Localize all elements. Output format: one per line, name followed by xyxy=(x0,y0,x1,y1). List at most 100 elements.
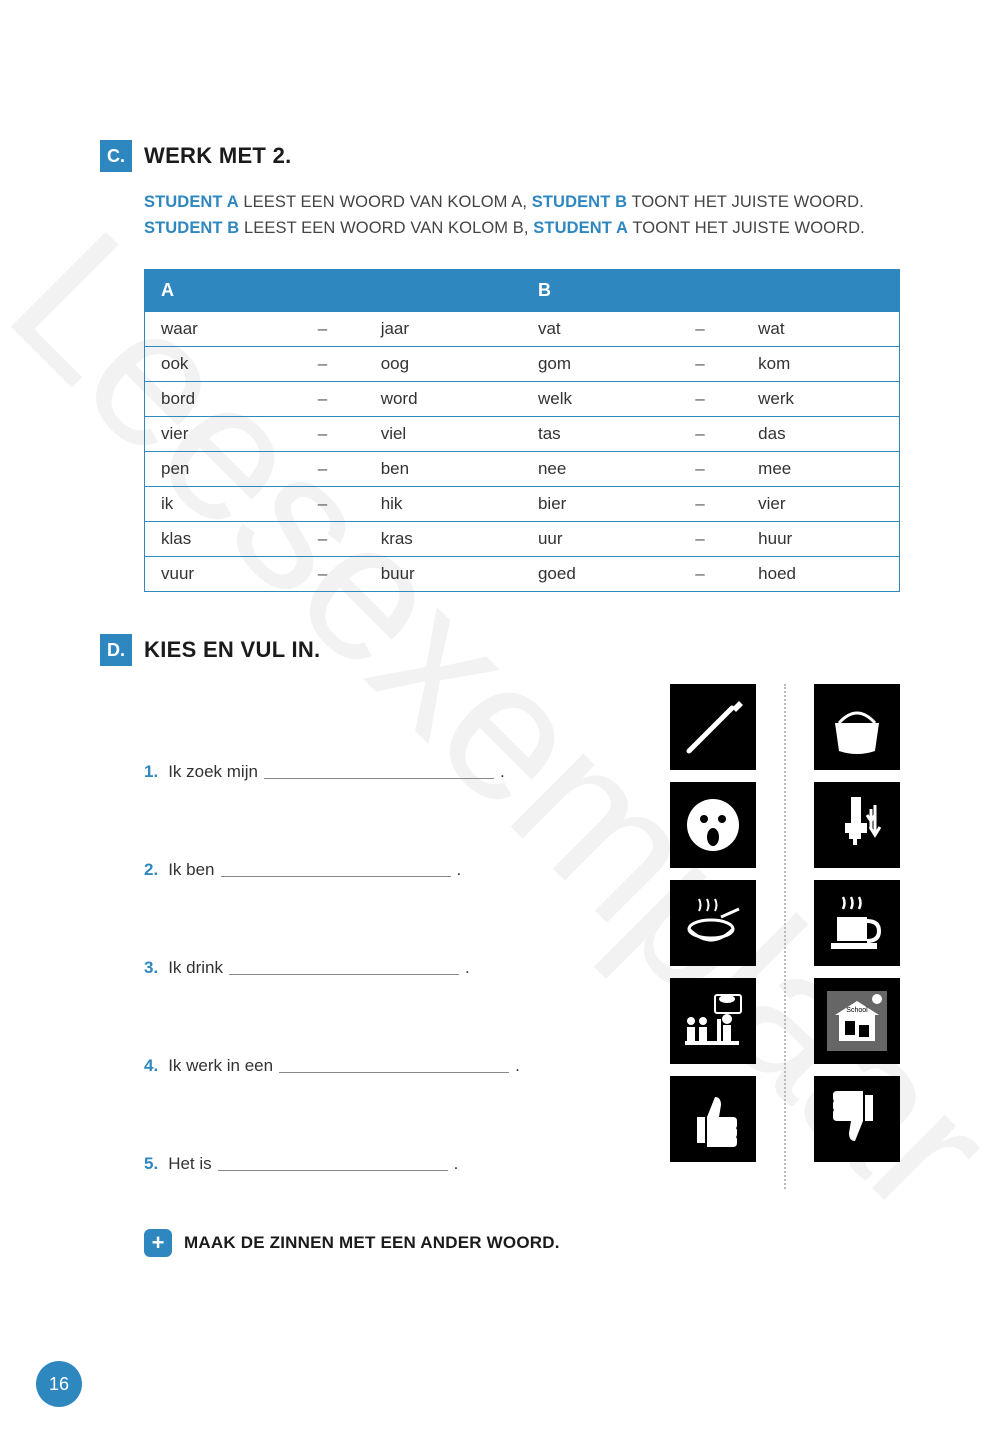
table-row: ik–hikbier–vier xyxy=(145,487,900,522)
coffee-icon xyxy=(814,880,900,966)
item-text-pre: Ik drink xyxy=(168,958,223,978)
word-cell: kom xyxy=(742,347,899,382)
dash-cell: – xyxy=(679,452,742,487)
table-header-b: B xyxy=(522,270,900,312)
word-cell: hik xyxy=(365,487,522,522)
svg-text:School: School xyxy=(846,1007,868,1014)
word-cell: goed xyxy=(522,557,679,592)
word-cell: vat xyxy=(522,312,679,347)
fill-in-row: 4. Ik werk in een. xyxy=(144,978,642,1076)
word-cell: vuur xyxy=(145,557,302,592)
icon-column-left xyxy=(670,684,756,1162)
plus-instruction-text: MAAK DE ZINNEN MET EEN ANDER WOORD. xyxy=(184,1233,560,1253)
dash-cell: – xyxy=(679,557,742,592)
table-row: klas–krasuur–huur xyxy=(145,522,900,557)
dash-cell: – xyxy=(679,522,742,557)
blank-line[interactable] xyxy=(279,1055,509,1073)
blank-line[interactable] xyxy=(221,859,451,877)
fill-in-row: 5. Het is. xyxy=(144,1076,642,1174)
word-cell: wat xyxy=(742,312,899,347)
item-text-pre: Ik ben xyxy=(168,860,214,880)
word-cell: viel xyxy=(365,417,522,452)
plus-instruction-row: + MAAK DE ZINNEN MET EEN ANDER WOORD. xyxy=(144,1229,900,1257)
section-c-letter-badge: C. xyxy=(100,140,132,172)
word-cell: das xyxy=(742,417,899,452)
word-cell: waar xyxy=(145,312,302,347)
dash-cell: – xyxy=(302,522,365,557)
dash-cell: – xyxy=(679,487,742,522)
fill-in-row: 1. Ik zoek mijn. xyxy=(144,684,642,782)
word-cell: tas xyxy=(522,417,679,452)
blank-line[interactable] xyxy=(264,761,494,779)
thumb-down-icon xyxy=(814,1076,900,1162)
word-cell: oog xyxy=(365,347,522,382)
hand-point-down-icon xyxy=(814,782,900,868)
word-cell: ook xyxy=(145,347,302,382)
handbag-icon xyxy=(814,684,900,770)
word-cell: uur xyxy=(522,522,679,557)
word-cell: pen xyxy=(145,452,302,487)
word-cell: buur xyxy=(365,557,522,592)
word-cell: mee xyxy=(742,452,899,487)
word-cell: nee xyxy=(522,452,679,487)
blank-line[interactable] xyxy=(218,1153,448,1171)
instruction-text: TOONT HET JUISTE WOORD. xyxy=(627,193,864,211)
instruction-bold: STUDENT A xyxy=(533,219,628,237)
item-text-post: . xyxy=(500,762,505,782)
word-cell: werk xyxy=(742,382,899,417)
word-cell: gom xyxy=(522,347,679,382)
word-cell: hoed xyxy=(742,557,899,592)
word-cell: ben xyxy=(365,452,522,487)
section-c-instructions: STUDENT A LEEST EEN WOORD VAN KOLOM A, S… xyxy=(144,190,900,241)
section-c-title: WERK MET 2. xyxy=(144,143,292,169)
table-row: waar–jaarvat–wat xyxy=(145,312,900,347)
thumb-up-icon xyxy=(670,1076,756,1162)
instruction-bold: STUDENT B xyxy=(532,193,627,211)
item-number: 1. xyxy=(144,762,158,782)
plus-icon: + xyxy=(144,1229,172,1257)
section-d-letter-badge: D. xyxy=(100,634,132,666)
table-row: pen–bennee–mee xyxy=(145,452,900,487)
dash-cell: – xyxy=(679,417,742,452)
instruction-bold: STUDENT B xyxy=(144,219,239,237)
section-d-header: D. KIES EN VUL IN. xyxy=(100,634,900,666)
word-cell: jaar xyxy=(365,312,522,347)
instruction-text: TOONT HET JUISTE WOORD. xyxy=(628,219,865,237)
item-number: 2. xyxy=(144,860,158,880)
item-text-pre: Ik werk in een xyxy=(168,1056,273,1076)
pen-icon xyxy=(670,684,756,770)
dash-cell: – xyxy=(302,417,365,452)
face-surprised-icon xyxy=(670,782,756,868)
dash-cell: – xyxy=(679,382,742,417)
dash-cell: – xyxy=(679,312,742,347)
word-cell: kras xyxy=(365,522,522,557)
item-text-post: . xyxy=(457,860,462,880)
item-number: 3. xyxy=(144,958,158,978)
instruction-text: LEEST EEN WOORD VAN KOLOM A, xyxy=(239,193,532,211)
item-text-pre: Het is xyxy=(168,1154,211,1174)
section-c-header: C. WERK MET 2. xyxy=(100,140,900,172)
table-row: bord–wordwelk–werk xyxy=(145,382,900,417)
word-cell: huur xyxy=(742,522,899,557)
word-cell: klas xyxy=(145,522,302,557)
soup-icon xyxy=(670,880,756,966)
blank-line[interactable] xyxy=(229,957,459,975)
instruction-text: LEEST EEN WOORD VAN KOLOM B, xyxy=(239,219,533,237)
dash-cell: – xyxy=(302,452,365,487)
dash-cell: – xyxy=(302,382,365,417)
dash-cell: – xyxy=(302,487,365,522)
icon-column-right: School xyxy=(814,684,900,1162)
word-cell: word xyxy=(365,382,522,417)
page-number-badge: 16 xyxy=(36,1361,82,1407)
dash-cell: – xyxy=(302,312,365,347)
dash-cell: – xyxy=(679,347,742,382)
item-number: 4. xyxy=(144,1056,158,1076)
dash-cell: – xyxy=(302,347,365,382)
word-cell: ik xyxy=(145,487,302,522)
instruction-bold: STUDENT A xyxy=(144,193,239,211)
table-header-a: A xyxy=(145,270,522,312)
word-pair-table: A B waar–jaarvat–watook–ooggom–kombord–w… xyxy=(144,269,900,592)
word-cell: bord xyxy=(145,382,302,417)
dash-cell: – xyxy=(302,557,365,592)
fill-in-row: 3. Ik drink. xyxy=(144,880,642,978)
